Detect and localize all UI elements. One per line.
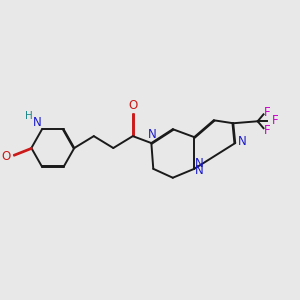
Text: N: N <box>148 128 157 141</box>
Text: N: N <box>195 158 203 170</box>
Text: N: N <box>195 164 203 177</box>
Text: O: O <box>128 99 137 112</box>
Text: H: H <box>25 111 32 121</box>
Text: N: N <box>33 116 42 129</box>
Text: F: F <box>264 124 271 137</box>
Text: N: N <box>238 135 246 148</box>
Text: F: F <box>264 106 271 119</box>
Text: F: F <box>272 114 278 127</box>
Text: O: O <box>2 150 10 164</box>
